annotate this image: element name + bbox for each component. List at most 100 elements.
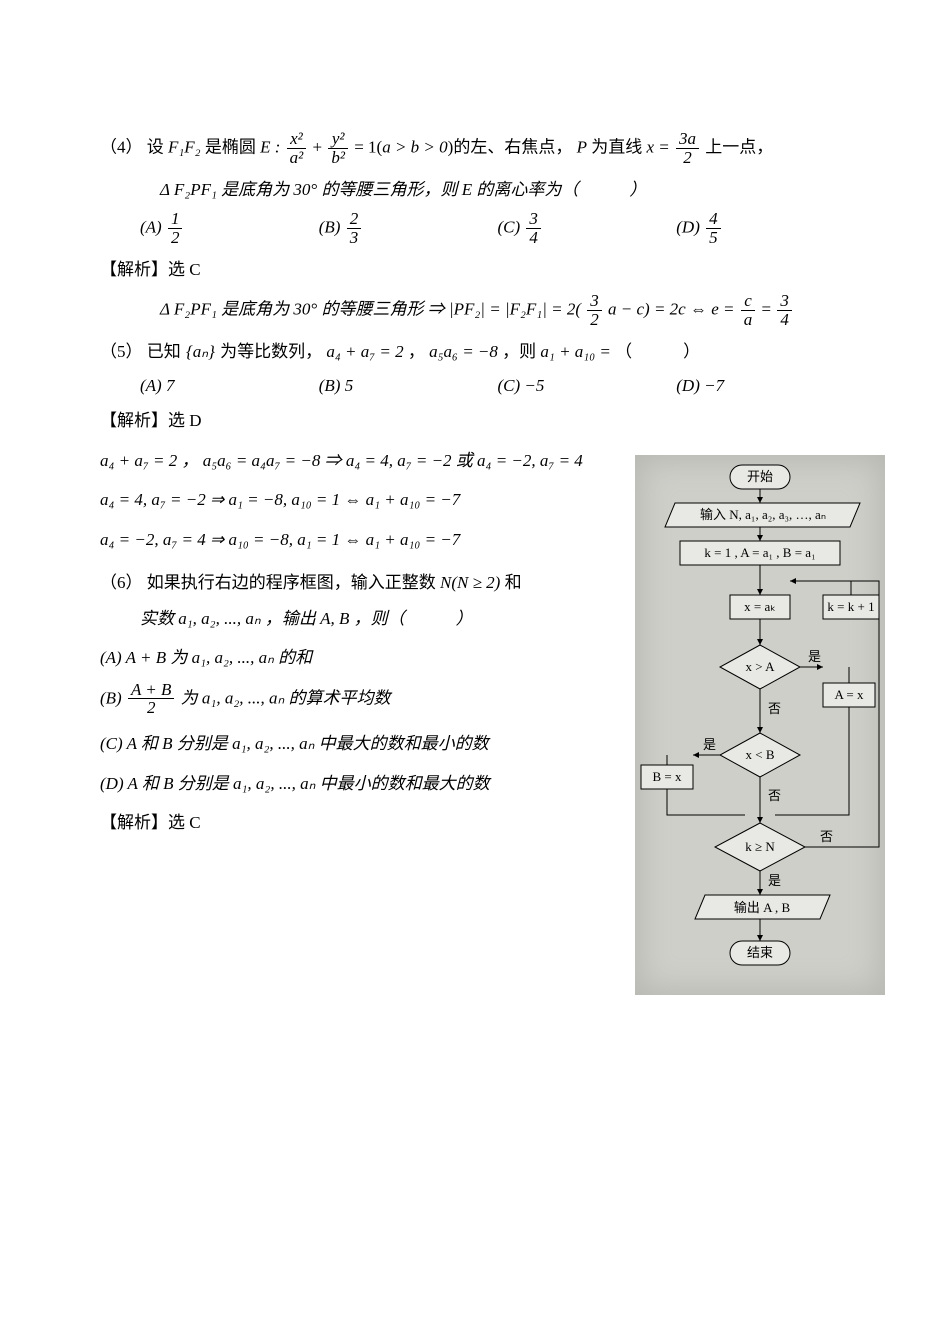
N: N(N ≥ 2) bbox=[440, 573, 500, 592]
den: 3 bbox=[347, 229, 362, 247]
svg-text:结束: 结束 bbox=[747, 945, 773, 960]
q4-optA: (A) 12 bbox=[140, 210, 319, 247]
yes-label: 是 bbox=[808, 649, 821, 664]
label: (C) bbox=[498, 217, 521, 236]
flow-cmp1: x > A bbox=[720, 645, 800, 689]
text: = 1( bbox=[354, 137, 382, 156]
svg-text:k ≥ N: k ≥ N bbox=[745, 839, 775, 854]
text: Δ F₂PF₁ 是底角为 30° 的等腰三角形，则 E 的离心率为（ ） bbox=[160, 180, 646, 199]
q4-proof: Δ F₂PF₁ 是底角为 30° 的等腰三角形 ⇒ |PF₂| = |F₂F₁|… bbox=[160, 292, 855, 329]
svg-text:x < B: x < B bbox=[745, 747, 774, 762]
q4-label: （4） bbox=[100, 137, 143, 156]
text: 是椭圆 bbox=[205, 137, 256, 156]
flow-Aassign: A = x bbox=[823, 683, 875, 707]
q5-stem: （5） 已知 {aₙ} 为等比数列， a₄ + a₇ = 2 ， a₅a₆ = … bbox=[100, 339, 855, 365]
den: a² bbox=[287, 149, 307, 167]
comma: ， bbox=[408, 342, 425, 361]
label: (A) bbox=[140, 217, 162, 236]
den: 2 bbox=[128, 699, 174, 717]
flow-input: 输入 N, a₁, a₂, a₃, …, aₙ bbox=[665, 503, 860, 527]
paren: （ ） bbox=[615, 342, 700, 361]
seq: {aₙ} bbox=[185, 341, 216, 362]
den: 4 bbox=[777, 311, 792, 329]
q4-stem-line2: Δ F₂PF₁ 是底角为 30° 的等腰三角形，则 E 的离心率为（ ） bbox=[160, 177, 855, 203]
q5-label: （5） bbox=[100, 342, 143, 361]
q5-optA: (A) 7 bbox=[140, 373, 319, 399]
eq: = bbox=[761, 300, 771, 319]
q4-optC: (C) 34 bbox=[498, 210, 677, 247]
num: 3 bbox=[777, 292, 792, 311]
q6-optB: (B) A + B2 为 a₁, a₂, ..., aₙ 的算术平均数 bbox=[100, 681, 640, 718]
flow-cmp3: k ≥ N bbox=[715, 823, 805, 871]
den: 5 bbox=[706, 229, 721, 247]
eq1: a₄ + a₇ = 2 bbox=[326, 342, 403, 361]
q5-optB: (B) 5 bbox=[319, 373, 498, 399]
svg-text:输入 N, a₁, a₂, a₃, …, aₙ: 输入 N, a₁, a₂, a₃, …, aₙ bbox=[700, 507, 826, 522]
q6-stem-line1: （6） 如果执行右边的程序框图，输入正整数 N(N ≥ 2) 和 bbox=[100, 570, 640, 596]
flow-end: 结束 bbox=[730, 941, 790, 965]
svg-text:开始: 开始 bbox=[747, 469, 773, 484]
flow-start: 开始 bbox=[730, 465, 790, 489]
text: 为直线 bbox=[591, 137, 642, 156]
flow-inc: k = k + 1 bbox=[823, 595, 879, 619]
text: ，则 bbox=[502, 342, 536, 361]
num: c bbox=[741, 292, 756, 311]
flowchart: 开始 输入 N, a₁, a₂, a₃, …, aₙ k = 1 , A = a… bbox=[635, 455, 885, 995]
q6-label: （6） bbox=[100, 573, 143, 592]
flow-output: 输出 A , B bbox=[695, 895, 830, 919]
flow-init: k = 1 , A = a₁ , B = a₁ bbox=[680, 541, 840, 565]
num: 3 bbox=[526, 210, 541, 229]
num: A + B bbox=[128, 681, 174, 700]
num: 1 bbox=[168, 210, 183, 229]
q4-optD: (D) 45 bbox=[676, 210, 855, 247]
svg-text:k = 1 , A = a₁ , B = a₁: k = 1 , A = a₁ , B = a₁ bbox=[704, 545, 815, 560]
text: 已知 bbox=[147, 342, 181, 361]
flow-xassign: x = aₖ bbox=[730, 595, 790, 619]
q5-sol-line1: a₄ + a₇ = 2 ， a₅a₆ = a₄a₇ = −8 ⇒ a₄ = 4,… bbox=[100, 448, 640, 474]
label: (B) bbox=[100, 688, 126, 707]
q6-stem-line2: 实数 a₁, a₂, ..., aₙ ，输出 A, B ，则（ ） bbox=[140, 606, 640, 632]
q6-optC: (C) A 和 B 分别是 a₁, a₂, ..., aₙ 中最大的数和最小的数 bbox=[100, 731, 640, 757]
text: 实数 a₁, a₂, ..., aₙ ，输出 A, B ，则（ ） bbox=[140, 609, 473, 628]
q6-answer: 【解析】选 C bbox=[100, 810, 640, 836]
q4-optB: (B) 23 bbox=[319, 210, 498, 247]
q4-answer: 【解析】选 C bbox=[100, 257, 855, 283]
num: x² bbox=[287, 130, 307, 149]
num: 3a bbox=[676, 130, 699, 149]
num: 3 bbox=[587, 292, 602, 311]
label: (D) bbox=[676, 217, 700, 236]
flowchart-svg: 开始 输入 N, a₁, a₂, a₃, …, aₙ k = 1 , A = a… bbox=[635, 455, 885, 995]
text: Δ F₂PF₁ 是底角为 30° 的等腰三角形 ⇒ |PF₂| = |F₂F₁|… bbox=[160, 300, 581, 319]
yes-label: 是 bbox=[703, 737, 716, 752]
text: 上一点， bbox=[705, 137, 773, 156]
num: 4 bbox=[706, 210, 721, 229]
q6-optD: (D) A 和 B 分别是 a₁, a₂, ..., aₙ 中最小的数和最大的数 bbox=[100, 771, 640, 797]
q4-stem-line1: （4） 设 F₁F₂ 是椭圆 E : x²a² + y²b² = 1(a > b… bbox=[100, 130, 855, 167]
q5-answer: 【解析】选 D bbox=[100, 408, 855, 434]
svg-text:k = k + 1: k = k + 1 bbox=[827, 599, 874, 614]
no-label: 否 bbox=[820, 829, 833, 844]
q5-optD: (D) −7 bbox=[676, 373, 855, 399]
den: 2 bbox=[168, 229, 183, 247]
den: a bbox=[741, 311, 756, 329]
text: 和 bbox=[505, 573, 522, 592]
den: 2 bbox=[676, 149, 699, 167]
q4-options: (A) 12 (B) 23 (C) 34 (D) 45 bbox=[140, 210, 855, 247]
text: 如果执行右边的程序框图，输入正整数 bbox=[147, 573, 436, 592]
num: 2 bbox=[347, 210, 362, 229]
svg-text:x > A: x > A bbox=[745, 659, 775, 674]
flow-Bassign: B = x bbox=[641, 765, 693, 789]
den: 4 bbox=[526, 229, 541, 247]
svg-text:x = aₖ: x = aₖ bbox=[744, 599, 776, 614]
foci: F₁F₂ bbox=[168, 137, 201, 156]
den: b² bbox=[328, 149, 348, 167]
text: a − c) = 2c ⇔ e = bbox=[608, 300, 734, 319]
svg-text:A = x: A = x bbox=[834, 687, 864, 702]
eq3: a₁ + a₁₀ = bbox=[540, 342, 610, 361]
plus: + bbox=[313, 137, 323, 156]
label: (B) bbox=[319, 217, 341, 236]
eq2: a₅a₆ = −8 bbox=[429, 342, 498, 361]
flow-cmp2: x < B bbox=[720, 733, 800, 777]
no-label: 否 bbox=[768, 701, 781, 716]
svg-text:B = x: B = x bbox=[652, 769, 682, 784]
